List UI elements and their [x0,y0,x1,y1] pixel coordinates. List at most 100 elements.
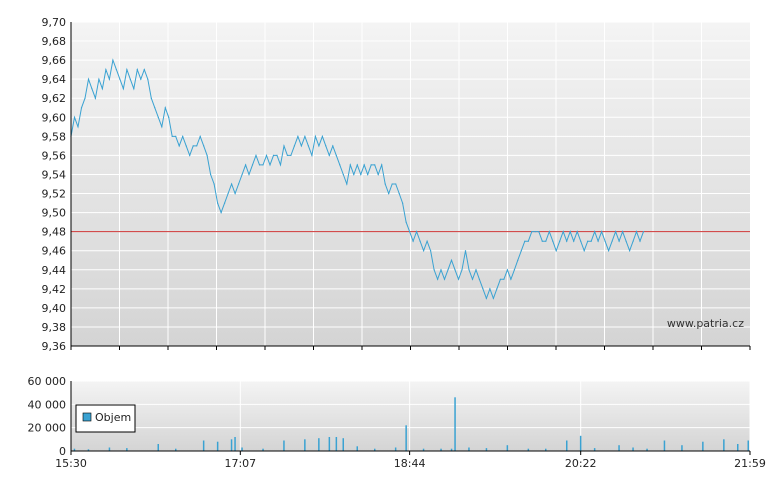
price-points [70,59,645,299]
legend-swatch [82,412,92,422]
x-tick-label: 15:30 [55,457,87,470]
price-point [318,145,320,147]
price-point [101,88,103,90]
price-point [346,183,348,185]
price-point [510,278,512,280]
price-point [98,78,100,80]
price-point [356,164,358,166]
price-point [143,69,145,71]
price-point [245,164,247,166]
price-point [251,164,254,166]
price-point [217,202,219,204]
price-point [601,231,603,233]
price-point [140,78,142,80]
volume-bar [618,445,620,451]
price-point [569,231,571,233]
price-y-tick-label: 9,64 [42,73,67,86]
volume-x-axis-labels: 15:30 17:07 18:44 20:22 21:59 [55,451,766,470]
price-y-tick-label: 9,60 [42,111,67,124]
price-point [615,231,617,233]
price-point [192,145,194,147]
price-point [224,202,226,204]
price-point [639,240,641,242]
volume-bar [566,440,568,451]
price-point [527,240,529,242]
price-point [531,231,533,233]
price-point [210,173,212,176]
volume-legend: Objem [75,404,136,433]
price-point [538,231,540,233]
volume-bar [241,447,243,451]
price-point [353,173,355,176]
price-point [269,164,271,166]
price-point [583,250,585,252]
volume-bar [506,445,509,451]
price-point [171,135,173,137]
price-point [559,240,561,242]
price-y-tick-label: 9,66 [42,54,67,67]
price-point [566,240,568,242]
price-point [168,116,170,118]
price-point [304,135,306,137]
price-point [384,183,386,185]
volume-bar [454,397,456,451]
price-point [119,78,121,80]
price-point [77,126,79,128]
price-point [276,154,278,156]
x-tick-label: 17:07 [224,457,256,470]
price-point [552,240,554,242]
price-point [482,288,484,290]
price-point [84,97,86,99]
watermark: www.patria.cz [667,317,744,330]
price-point [587,240,589,242]
volume-bar [234,437,236,451]
volume-bar [737,444,739,451]
price-point [321,135,323,137]
price-point [255,154,257,156]
price-point [272,154,275,156]
price-point [150,97,152,99]
price-point [629,250,631,252]
price-point [325,145,327,147]
price-point [573,240,575,242]
price-point [360,173,362,176]
price-point [457,278,460,280]
price-y-tick-label: 9,70 [42,16,67,29]
volume-bar [175,448,177,451]
price-point [548,231,550,233]
price-point [157,116,159,118]
price-point [381,164,383,166]
price-point [447,269,449,271]
price-y-tick-label: 9,48 [42,226,67,239]
volume-bar [283,440,285,451]
price-point [94,97,96,99]
price-point [506,269,508,271]
volume-bar [468,447,470,451]
volume-bar [723,439,725,451]
volume-bar [374,448,376,451]
volume-bar [157,444,159,451]
price-point [241,173,243,176]
price-point [440,269,442,271]
price-point [363,164,365,166]
price-point [524,240,526,242]
price-y-tick-label: 9,50 [42,207,67,220]
price-point [189,154,191,156]
price-point [437,278,439,280]
volume-bar [126,448,128,451]
price-point [395,183,397,185]
price-y-tick-label: 9,40 [42,302,67,315]
volume-y-axis: 0 20 000 40 000 60 000 [28,375,67,458]
volume-y-tick-label: 60 000 [28,375,67,388]
volume-bar [216,441,219,451]
price-point [87,78,90,80]
price-point [534,231,536,233]
price-point [611,240,613,242]
volume-bar [304,439,306,451]
price-point [238,183,240,185]
price-point [332,145,334,147]
price-point [286,154,288,156]
price-point [307,145,309,147]
price-point [541,240,543,242]
